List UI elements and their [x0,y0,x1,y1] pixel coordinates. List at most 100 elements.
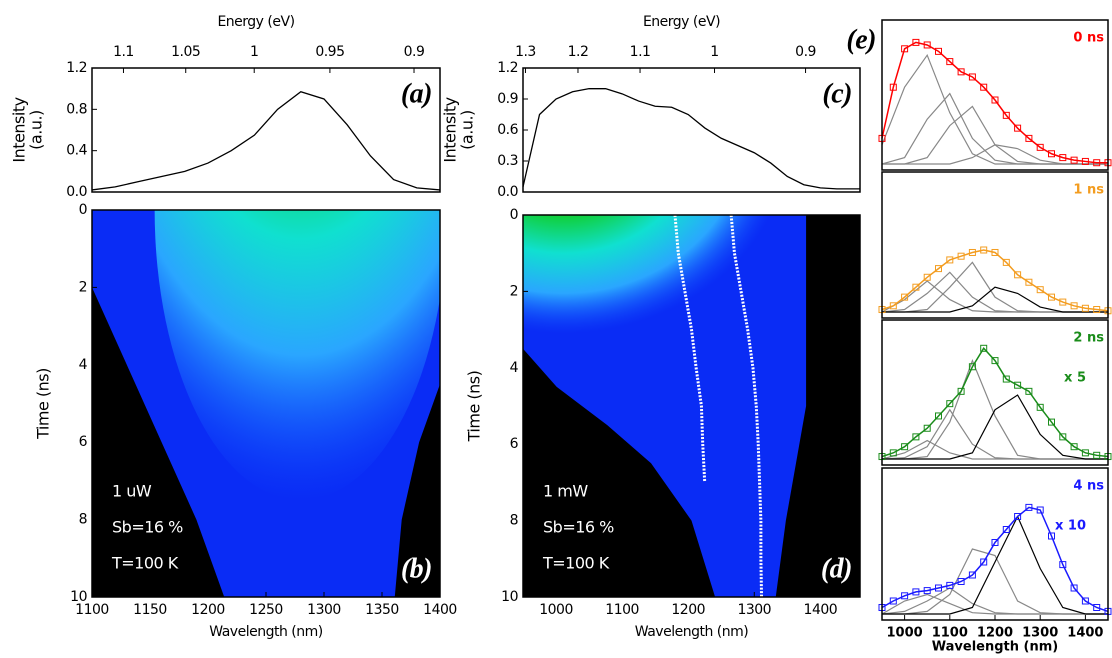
data-point [1036,286,1044,294]
fit-component [881,53,1108,165]
x-tick-label: 1200 [671,602,705,618]
data-point [923,587,931,595]
data-point [1025,387,1033,395]
data-point [1048,293,1055,301]
data-point [991,96,999,104]
y-tick-label: 1.2 [497,60,518,76]
fit-component [882,548,1108,615]
peak-trace [673,214,707,483]
x-tick-label: 1200 [191,602,225,618]
subframe [881,19,1109,171]
data-point [923,41,931,49]
annotation: Sb=16 % [543,518,614,537]
data-point [980,246,988,254]
data-point [991,539,999,546]
frame [522,214,861,598]
y-tick-label: 10 [501,589,518,605]
y-tick-label: 2 [79,279,87,295]
data-point [1014,124,1022,132]
y-tick-label: 2 [510,283,518,299]
data-point [1048,532,1055,540]
data-point [1036,506,1044,514]
data-point [980,344,988,352]
y-tick-label: 6 [510,436,519,452]
data-point [901,45,909,53]
frame [522,67,861,193]
y-tick-label: 0.4 [66,143,87,159]
panel-time: 2 ns [1073,331,1104,346]
data-point [957,252,965,260]
data-point [935,47,942,55]
data-point [1014,271,1022,279]
x-tick-label: 1300 [307,602,341,618]
x-tick-label: 1400 [804,602,838,618]
subframe [881,171,1109,319]
data-point [1002,111,1010,119]
data-point [1093,159,1101,167]
x2-tick-label: 1.3 [515,44,536,60]
panel-time: 0 ns [1073,31,1104,46]
panel-label: (e) [846,24,876,55]
x2-tick-label: 0.95 [315,44,344,60]
x2-axis-title: Energy (eV) [217,14,294,30]
data-point [901,293,909,301]
data-point [946,400,954,408]
data-point [1070,156,1078,164]
data-point [1002,375,1010,383]
data-point [923,273,931,281]
data-point [1070,302,1078,310]
fit-line [881,347,1109,458]
x-axis-title: Wavelength (nm) [209,624,322,640]
contour-map [92,210,440,597]
data-point [968,248,976,256]
y-axis-title: Intensity [10,97,29,162]
x-tick-label: 1150 [133,602,167,618]
spectrum-line [522,88,860,190]
x2-tick-label: 0.9 [404,44,425,60]
data-point [946,256,954,264]
x2-axis-title: Energy (eV) [643,14,720,30]
data-point [1093,306,1101,314]
annotation: 1 mW [543,482,588,501]
data-point [980,558,988,566]
contour-map [523,215,860,597]
panel-time: 4 ns [1073,479,1104,494]
data-point [935,584,942,592]
y-tick-label: 0.0 [66,184,87,200]
data-point [1048,418,1055,426]
annotation: T=100 K [542,554,610,573]
y-tick-label: 8 [510,513,518,529]
data-point [901,443,909,451]
data-point [912,283,920,291]
fit-component [882,394,1108,460]
x2-tick-label: 1.1 [630,44,651,60]
y-tick-label: 0 [510,207,518,223]
data-point [1048,150,1055,158]
data-point [1014,513,1022,520]
signal-core [154,210,440,501]
scale-note: x 10 [1055,519,1086,534]
data-point [1025,278,1033,286]
data-point [1070,584,1078,592]
y-axis-unit: (a.u.) [458,110,477,150]
y-axis-title: Time (ns) [34,368,53,440]
y-tick-label: 6 [79,434,88,450]
fit-component [882,358,1108,460]
scale-note: x 5 [1064,371,1086,386]
fit-component [882,105,1108,165]
y-tick-label: 0.3 [497,153,518,169]
data-point [991,357,999,365]
data-point [1081,304,1089,312]
x-tick-label: 1100 [75,602,109,618]
data-point [1093,451,1101,459]
data-point [1081,597,1089,605]
annotation: Sb=16 % [112,518,183,537]
fit-component [881,408,1108,460]
fit-component [882,286,1108,313]
x-tick-label: 1250 [249,602,283,618]
data-point [1081,449,1089,457]
y-tick-label: 0.6 [497,122,518,138]
y-tick-label: 0 [79,202,87,218]
data-point [889,449,897,457]
y-tick-label: 10 [70,589,87,605]
